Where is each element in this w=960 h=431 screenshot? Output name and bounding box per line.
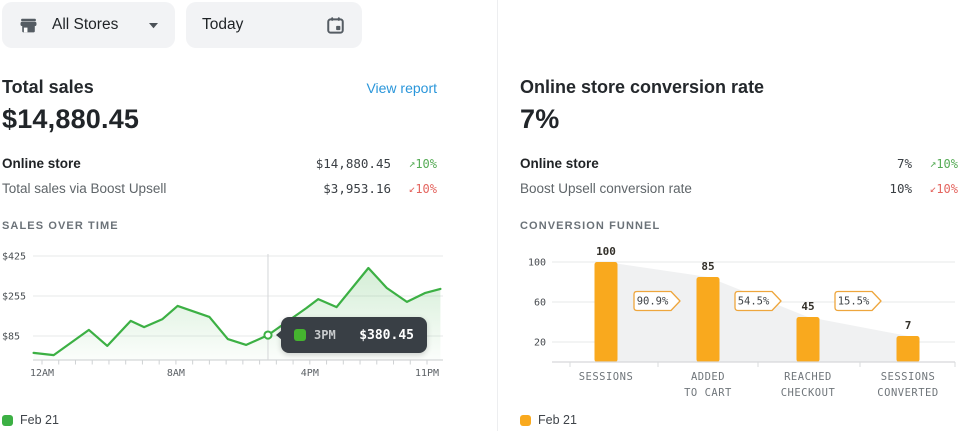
conversion-funnel-chart[interactable]: 100 60 20 100 85 45 7 90.9% 54.5% 15.5% SESSIONS AD… — [518, 240, 960, 408]
funnel-bar — [594, 262, 618, 362]
x-axis-label: SESSIONS — [881, 371, 936, 383]
conversion-rate-tag — [633, 290, 681, 312]
panel-divider — [497, 0, 498, 431]
view-report-link[interactable]: View report — [366, 80, 437, 96]
hover-point — [263, 330, 273, 340]
y-axis-label: 20 — [534, 338, 546, 349]
bar-value-label: 7 — [905, 319, 912, 332]
y-axis-label: $85 — [2, 332, 20, 343]
tooltip-time: 3PM — [314, 328, 336, 342]
conversion-funnel-heading: CONVERSION FUNNEL — [520, 220, 661, 232]
conversion-rate-label: 15.5% — [838, 296, 870, 308]
x-axis-label: 12AM — [30, 368, 54, 379]
sales-legend: Feb 21 — [2, 413, 59, 427]
x-axis-label: SESSIONS — [579, 371, 634, 383]
metric-change: ↗10% — [929, 156, 958, 171]
metric-row-online-store: Online store 7% ↗10% — [520, 151, 958, 176]
chevron-down-icon — [148, 22, 159, 29]
x-axis-label: REACHED — [784, 371, 832, 383]
metric-change: ↗10% — [408, 156, 437, 171]
date-filter-label: Today — [202, 16, 244, 33]
metric-value: $14,880.45 — [315, 156, 391, 171]
y-axis-label: $255 — [2, 292, 26, 303]
conversion-rate-label: 54.5% — [738, 296, 770, 308]
store-filter-label: All Stores — [52, 16, 119, 33]
conversion-rate-tag — [734, 290, 782, 312]
x-axis-label: 11PM — [415, 368, 439, 379]
chart-tooltip: 3PM $380.45 — [276, 317, 427, 353]
total-sales-title: Total sales — [2, 77, 94, 97]
funnel-bar — [896, 336, 920, 362]
metric-label: Total sales via Boost Upsell — [2, 181, 167, 196]
store-filter-button[interactable]: All Stores — [2, 2, 175, 48]
metric-change: ↙10% — [929, 181, 958, 196]
bar-value-label: 85 — [701, 260, 714, 273]
conversion-rate-value: 7% — [520, 104, 560, 134]
funnel-shadow — [606, 262, 908, 362]
y-axis-label: $425 — [2, 252, 26, 263]
funnel-bar — [796, 317, 820, 362]
metric-row-boost-upsell: Boost Upsell conversion rate 10% ↙10% — [520, 176, 958, 201]
date-filter-button[interactable]: Today — [186, 2, 362, 48]
metric-row-online-store: Online store $14,880.45 ↗10% — [2, 151, 437, 176]
x-axis-label: 8AM — [167, 368, 185, 379]
legend-swatch — [520, 414, 531, 426]
metric-row-boost-upsell: Total sales via Boost Upsell $3,953.16 ↙… — [2, 176, 437, 201]
conversion-rate-title: Online store conversion rate — [520, 77, 765, 97]
y-axis-label: 60 — [534, 298, 546, 309]
metric-value: $3,953.16 — [323, 181, 391, 196]
metric-label: Online store — [2, 156, 81, 171]
y-axis-label: 100 — [528, 258, 546, 269]
conversion-rate-tag — [834, 290, 882, 312]
metric-label: Online store — [520, 156, 599, 171]
funnel-bar — [696, 277, 720, 362]
conversion-metric-rows: Online store 7% ↗10% Boost Upsell conver… — [520, 151, 958, 201]
tooltip-value: $380.45 — [359, 327, 414, 343]
total-sales-value: $14,880.45 — [2, 104, 140, 134]
x-axis-label: 4PM — [301, 368, 319, 379]
sales-line — [32, 266, 442, 357]
legend-swatch — [2, 414, 13, 426]
x-axis-label: CHECKOUT — [781, 387, 836, 399]
metric-value: 7% — [896, 156, 912, 171]
legend-label: Feb 21 — [538, 413, 577, 427]
tooltip-series-swatch — [294, 329, 306, 341]
storefront-icon — [18, 15, 39, 36]
bar-value-label: 45 — [801, 300, 814, 313]
legend-label: Feb 21 — [20, 413, 59, 427]
metric-value: 10% — [889, 181, 912, 196]
bar-value-label: 100 — [596, 245, 616, 258]
sales-over-time-heading: SALES OVER TIME — [2, 220, 119, 232]
sales-line-chart-svg: $425 $255 $85 12AM 8AM 4PM 11PM — [2, 252, 443, 379]
sales-over-time-chart[interactable]: $425 $255 $85 12AM 8AM 4PM 11PM — [0, 248, 446, 384]
sales-metric-rows: Online store $14,880.45 ↗10% Total sales… — [2, 151, 437, 201]
x-axis-label: ADDED — [691, 371, 725, 383]
x-axis-label: CONVERTED — [877, 387, 938, 399]
metric-label: Boost Upsell conversion rate — [520, 181, 692, 196]
conversion-rate-label: 90.9% — [637, 296, 669, 308]
x-axis-label: TO CART — [684, 387, 732, 399]
metric-change: ↙10% — [408, 181, 437, 196]
calendar-icon — [325, 15, 346, 36]
funnel-legend: Feb 21 — [520, 413, 577, 427]
funnel-bar-chart-svg: 100 60 20 100 85 45 7 90.9% 54.5% 15.5% SESSIONS AD… — [528, 245, 956, 399]
